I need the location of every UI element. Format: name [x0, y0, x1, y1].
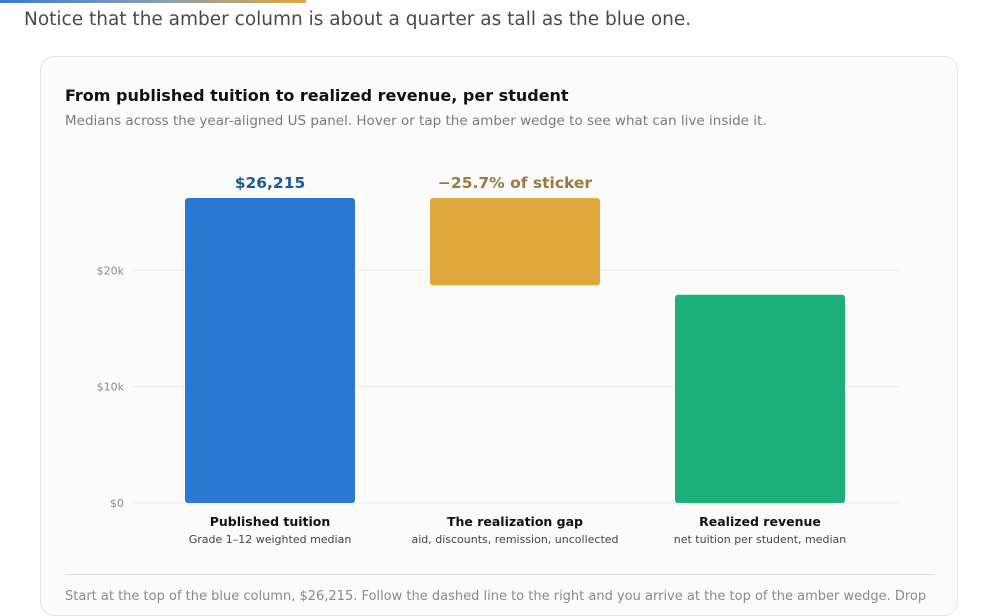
bar-3 [675, 294, 845, 503]
chart-card: From published tuition to realized reven… [40, 56, 958, 616]
category-label: Realized revenue [699, 514, 821, 529]
category-label: The realization gap [447, 514, 583, 529]
category-label: Published tuition [210, 514, 331, 529]
bar-1 [185, 198, 355, 503]
bar-2[interactable] [430, 198, 600, 286]
intro-text: Notice that the amber column is about a … [24, 9, 692, 30]
waterfall-chart: $0 $10k $20k $26,215 Published tuition Grade … [97, 174, 899, 546]
data-label: −25.7% of sticker [438, 174, 592, 192]
category-sublabel: aid, discounts, remission, uncollected [411, 533, 618, 546]
top-accent-bar [0, 0, 306, 3]
category-sublabel: net tuition per student, median [674, 533, 847, 546]
chart-footnote: Start at the top of the blue column, $26… [65, 589, 927, 604]
y-tick-label: $10k [97, 381, 125, 394]
y-tick-label: $20k [97, 264, 125, 277]
chart-subtitle: Medians across the year-aligned US panel… [65, 113, 767, 129]
category-sublabel: Grade 1–12 weighted median [189, 533, 352, 546]
y-tick-label: $0 [110, 497, 124, 510]
chart-title: From published tuition to realized reven… [65, 86, 569, 105]
data-label: $26,215 [235, 174, 306, 192]
divider [65, 574, 935, 575]
